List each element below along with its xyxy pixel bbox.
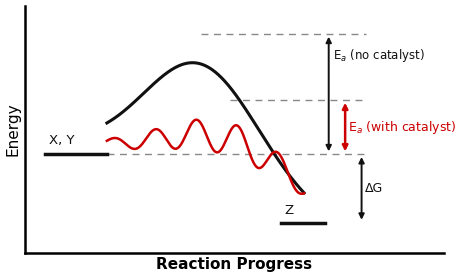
Text: Z: Z: [284, 204, 293, 217]
Text: ΔG: ΔG: [365, 182, 383, 195]
Text: E$_a$ (no catalyst): E$_a$ (no catalyst): [333, 47, 425, 64]
X-axis label: Reaction Progress: Reaction Progress: [156, 257, 312, 272]
Text: E$_a$ (with catalyst): E$_a$ (with catalyst): [348, 118, 456, 136]
Y-axis label: Energy: Energy: [6, 103, 20, 156]
Text: X, Y: X, Y: [49, 134, 75, 147]
